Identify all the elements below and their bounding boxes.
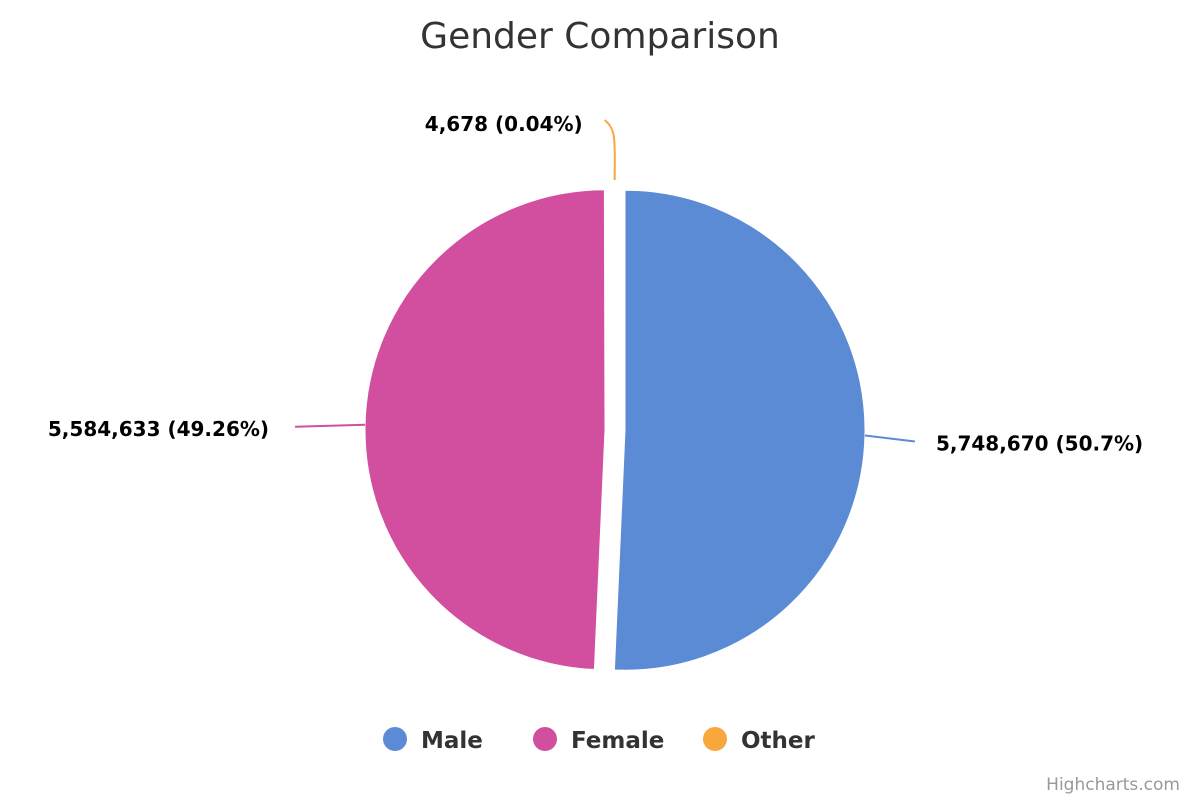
legend-marker-other — [703, 727, 727, 751]
data-label-male: 5,748,670 (50.7%) — [936, 432, 1143, 456]
connector-male — [864, 434, 916, 443]
legend-item-male[interactable]: Male — [383, 727, 483, 754]
legend-label-other: Other — [741, 728, 816, 754]
chart-title: Gender Comparison — [420, 16, 780, 57]
data-labels: 5,748,670 (50.7%) 5,584,633 (49.26%) 4,678… — [48, 112, 1143, 456]
legend-label-male: Male — [421, 728, 483, 754]
pie-slice-male[interactable] — [613, 189, 866, 671]
pie-slice-female[interactable] — [364, 189, 606, 671]
connector-other — [604, 119, 616, 181]
legend-item-female[interactable]: Female — [533, 727, 664, 754]
legend-item-other[interactable]: Other — [703, 727, 816, 754]
pie-slice-other[interactable] — [613, 179, 616, 421]
credits-link[interactable]: Highcharts.com — [1046, 775, 1180, 795]
pie-slices — [364, 179, 866, 671]
legend-marker-female — [533, 727, 557, 751]
legend-label-female: Female — [571, 728, 664, 754]
legend-marker-male — [383, 727, 407, 751]
data-label-other: 4,678 (0.04%) — [425, 112, 583, 136]
data-label-female: 5,584,633 (49.26%) — [48, 417, 269, 441]
connector-female — [295, 423, 366, 428]
legend: Male Female Other — [383, 727, 816, 754]
